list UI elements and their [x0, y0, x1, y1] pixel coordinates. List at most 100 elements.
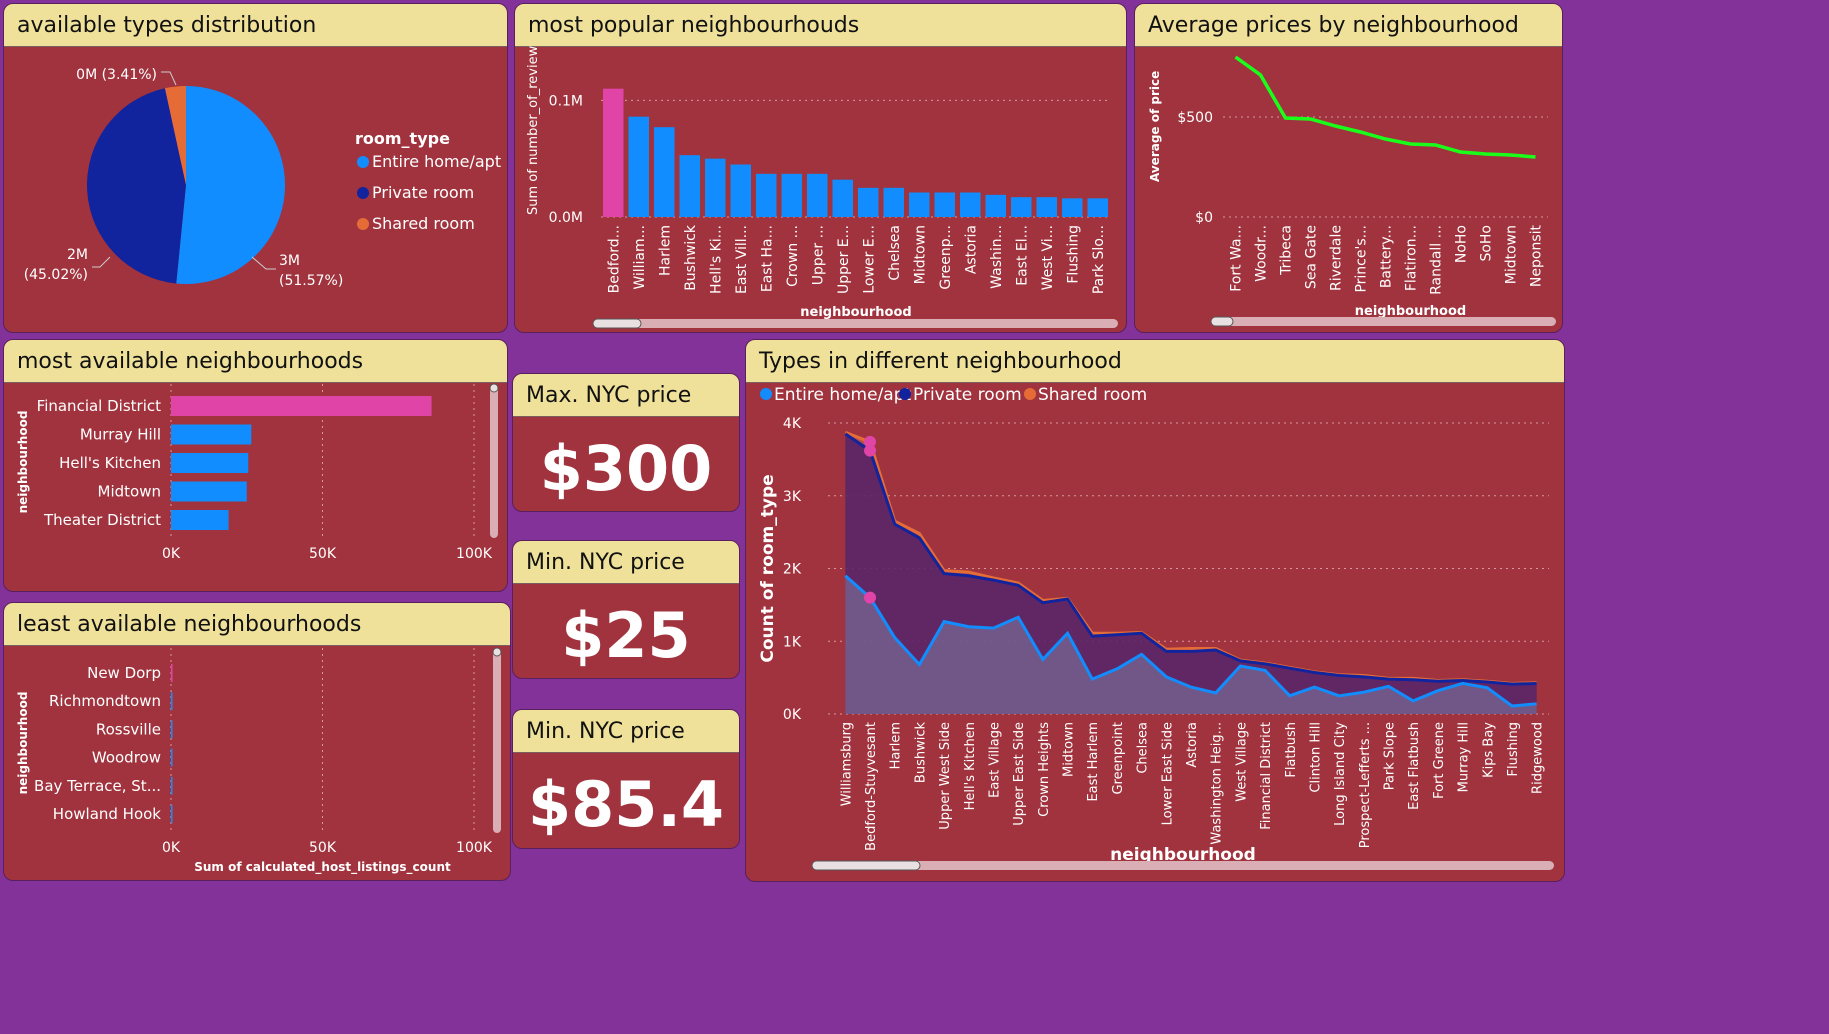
legend-item[interactable]: Shared room [372, 214, 475, 233]
bar[interactable] [654, 127, 675, 217]
popular-bar-chart[interactable]: 0.0M 0.1M Sum of number_of_reviews Bedford.… [515, 46, 1127, 333]
bar[interactable] [171, 748, 173, 767]
label-leader [92, 256, 111, 268]
bar[interactable] [1011, 197, 1032, 217]
bar[interactable] [781, 173, 803, 217]
bar[interactable] [171, 692, 173, 711]
legend-marker [357, 156, 369, 168]
y-tick-label: 4K [783, 416, 802, 432]
bar[interactable] [832, 179, 854, 217]
x-tick-label: East El... [1014, 225, 1030, 286]
scrollbar-track [1211, 317, 1556, 326]
x-axis-label: neighbourhood [1110, 845, 1256, 865]
legend-marker [357, 187, 369, 199]
slice-label-value: 0M (3.41%) [76, 67, 157, 83]
scrollbar-track [493, 648, 501, 833]
legend-title: room_type [355, 129, 450, 148]
bar[interactable] [705, 158, 726, 217]
bar[interactable] [1036, 197, 1058, 217]
bar[interactable] [603, 88, 624, 217]
y-tick-label: Financial District [37, 397, 161, 415]
x-tick-label: Bushwick [683, 224, 699, 291]
x-tick-label: Prospect-Lefferts ... [1358, 722, 1373, 848]
x-tick-label: Neponsit [1529, 224, 1545, 287]
pie-slice-2 [164, 86, 186, 185]
popular-neighbourhoods-panel: most popular neighbourhouds 0.0M 0.1M Sum … [514, 3, 1127, 333]
kpi-title: Min. NYC price [513, 541, 739, 584]
panel-title: available types distribution [4, 4, 507, 47]
bar[interactable] [960, 192, 981, 218]
highlight-point [864, 444, 877, 457]
y-tick-label: Woodrow [92, 749, 161, 767]
bar[interactable] [1087, 198, 1109, 217]
legend-item[interactable]: Shared room [1038, 385, 1147, 405]
avg-price-line-chart[interactable]: $0 $500 Average of price Fort Wa... Woodr...… [1135, 46, 1563, 333]
x-tick-label: 0K [162, 840, 181, 856]
x-tick-label: Williamsburg [839, 722, 854, 806]
legend-item[interactable]: Private room [913, 385, 1022, 405]
x-tick-label: Riverdale [1329, 225, 1345, 291]
pie-chart[interactable]: 3M (51.57%) 2M (45.02%) 0M (3.41%) room_type E… [4, 46, 508, 333]
bar[interactable] [909, 192, 930, 218]
x-tick-label: 100K [456, 840, 493, 856]
legend-item[interactable]: Entire home/apt [372, 152, 501, 171]
bar[interactable] [628, 116, 650, 217]
panel-title: most popular neighbourhouds [515, 4, 1126, 47]
bar[interactable] [171, 481, 247, 502]
bar[interactable] [171, 664, 173, 682]
x-tick-label: Sea Gate [1304, 225, 1320, 289]
scrollbar-thumb[interactable] [1210, 316, 1234, 327]
types-area-chart[interactable]: Entire home/apt Private room Shared room 0K… [746, 382, 1565, 882]
y-tick-label: Richmondtown [49, 692, 161, 710]
bar[interactable] [985, 194, 1007, 217]
x-tick-label: Upper East Side [1012, 722, 1027, 826]
legend-item[interactable]: Entire home/apt [774, 385, 912, 405]
bar[interactable] [756, 173, 777, 217]
legend-marker [899, 388, 911, 400]
x-tick-label: NoHo [1454, 225, 1470, 263]
bar[interactable] [171, 720, 173, 739]
slice-label-value: 2M [67, 247, 88, 263]
y-tick-label: 1K [783, 634, 802, 650]
scrollbar-thumb[interactable] [492, 647, 502, 657]
x-tick-label: Murray Hill [1457, 722, 1472, 792]
bar[interactable] [679, 155, 701, 217]
kpi-title: Min. NYC price [513, 710, 739, 753]
bar[interactable] [883, 187, 905, 217]
legend-marker [1024, 388, 1036, 400]
bar[interactable] [858, 187, 879, 217]
y-tick-label: Howland Hook [53, 805, 162, 823]
scrollbar-thumb[interactable] [592, 318, 642, 329]
scrollbar-thumb[interactable] [489, 383, 499, 393]
highlight-point [864, 435, 877, 448]
bar[interactable] [171, 424, 252, 445]
least-available-bar-chart[interactable]: 0K 50K 100K neighbourhood New Dorp Richmondto… [4, 645, 511, 881]
bar[interactable] [171, 396, 432, 416]
x-tick-label: Lower E... [861, 225, 877, 294]
bar[interactable] [934, 192, 956, 218]
panel-title: most available neighbourhoods [4, 340, 507, 383]
x-tick-label: Hell's Kitchen [963, 722, 978, 810]
most-available-bar-chart[interactable]: 0K 50K 100K neighbourhood Financial District… [4, 382, 508, 592]
bar[interactable] [171, 776, 173, 795]
x-tick-label: Midtown [1062, 722, 1077, 777]
scrollbar-thumb[interactable] [811, 860, 921, 871]
bar[interactable] [171, 453, 249, 473]
x-tick-label: East Vill... [734, 225, 750, 294]
x-tick-label: Woodr... [1254, 225, 1270, 282]
bar[interactable] [807, 173, 828, 217]
x-tick-label: Park Slope [1383, 722, 1398, 790]
bar[interactable] [1062, 198, 1083, 217]
types-neighbourhood-panel: Types in different neighbourhood Entire … [745, 339, 1565, 882]
legend-marker [760, 388, 772, 400]
y-tick-label: Hell's Kitchen [59, 454, 161, 472]
legend-item[interactable]: Private room [372, 183, 474, 202]
x-tick-label: Prince's... [1354, 225, 1370, 293]
x-tick-label: Financial District [1259, 722, 1274, 830]
bar[interactable] [171, 805, 173, 823]
y-tick-label: 0K [783, 707, 802, 723]
bar[interactable] [171, 510, 229, 530]
x-tick-label: 50K [309, 840, 337, 856]
x-tick-label: Tribeca [1279, 225, 1295, 276]
bar[interactable] [730, 164, 752, 218]
